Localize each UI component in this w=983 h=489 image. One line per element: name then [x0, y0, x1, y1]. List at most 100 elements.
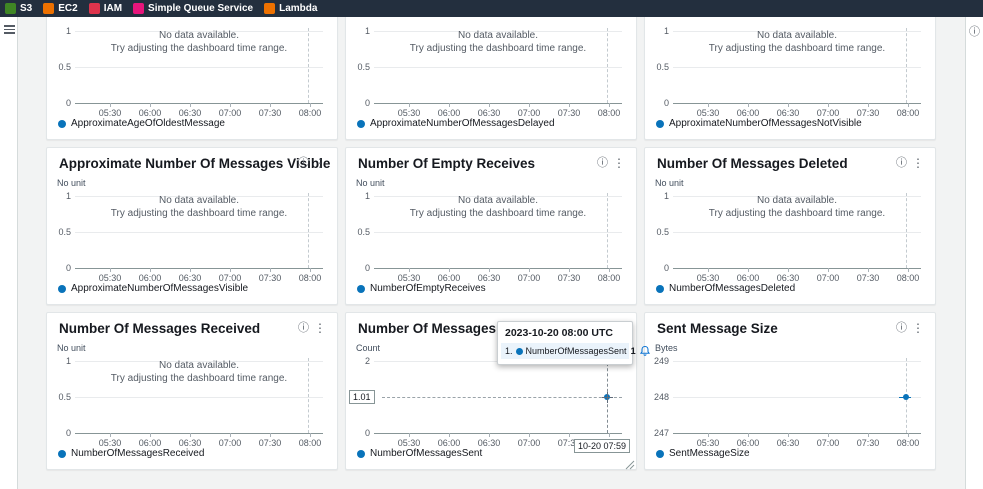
x-tick-label: 07:00	[512, 103, 546, 118]
legend[interactable]: SentMessageSize	[656, 448, 750, 459]
x-tick-label: 08:00	[293, 268, 327, 283]
current-time-line	[906, 28, 907, 103]
kebab-menu-icon[interactable]: ⋮	[613, 156, 625, 170]
axis-unit-label: No unit	[57, 343, 86, 353]
y-tick-label: 0	[364, 263, 370, 273]
x-tick-label: 06:30	[771, 268, 805, 283]
chart-title: Number Of Empty Receives	[358, 156, 536, 171]
x-tick-label: 06:00	[731, 433, 765, 448]
kebab-menu-icon[interactable]: ⋮	[314, 321, 326, 335]
tooltip-metric-row[interactable]: 1. NumberOfMessagesSent 1	[501, 343, 650, 359]
gridline	[75, 31, 323, 32]
y-tick-label: 1	[663, 26, 669, 36]
favorite-s3[interactable]: S3	[5, 3, 32, 14]
x-tick-label: 05:30	[392, 268, 426, 283]
x-tick-label: 06:30	[771, 433, 805, 448]
menu-icon[interactable]	[4, 25, 15, 34]
no-data-message: No data available. Try adjusting the das…	[110, 195, 288, 219]
info-icon[interactable]: ⓘ	[298, 157, 309, 169]
chart-card: ⓘ ⋮ 1 0.5 0 05:30 06:00 06:30 07:00 07:3…	[46, 17, 338, 140]
chart-card: ⓘ ⋮ 1 0.5 0 05:30 06:00 06:30 07:00 07:3…	[644, 17, 936, 140]
y-tick-label: 1	[663, 191, 669, 201]
x-tick-label: 08:00	[293, 103, 327, 118]
alarm-bell-icon[interactable]	[639, 345, 651, 357]
tooltip-timestamp: 2023-10-20 08:00 UTC	[505, 327, 613, 339]
x-tick-label: 05:30	[691, 268, 725, 283]
x-tick-label: 07:00	[213, 433, 247, 448]
legend[interactable]: ApproximateNumberOfMessagesDelayed	[357, 118, 555, 129]
legend-color-dot	[58, 284, 66, 293]
gridline	[673, 397, 921, 398]
x-axis-line	[374, 433, 622, 434]
legend[interactable]: ApproximateNumberOfMessagesNotVisible	[656, 118, 862, 129]
legend-color-dot	[656, 284, 664, 293]
x-tick-label: 07:30	[552, 433, 586, 448]
x-tick-label: 06:30	[771, 103, 805, 118]
s3-icon	[5, 3, 16, 14]
info-icon[interactable]: ⓘ	[298, 322, 309, 334]
x-tick-label: 06:30	[173, 433, 207, 448]
gridline	[374, 232, 622, 233]
x-tick-label: 07:30	[552, 103, 586, 118]
favorite-ec2[interactable]: EC2	[43, 3, 78, 14]
x-tick-label: 07:30	[851, 433, 885, 448]
x-axis-line	[673, 433, 921, 434]
x-tick-label: 06:00	[133, 103, 167, 118]
lambda-icon	[264, 3, 276, 14]
legend[interactable]: NumberOfMessagesSent	[357, 448, 482, 459]
x-axis-line	[673, 103, 921, 104]
data-point[interactable]	[903, 394, 909, 400]
chart-title: Number Of Messages Sent	[358, 321, 530, 336]
x-tick-label: 08:00	[592, 103, 626, 118]
y-tick-label: 249	[653, 356, 669, 366]
axis-unit-label: No unit	[356, 178, 385, 188]
legend[interactable]: ApproximateNumberOfMessagesVisible	[58, 283, 248, 294]
legend[interactable]: NumberOfMessagesDeleted	[656, 283, 795, 294]
x-tick-label: 06:30	[472, 268, 506, 283]
legend[interactable]: ApproximateAgeOfOldestMessage	[58, 118, 225, 129]
current-time-line	[906, 193, 907, 268]
y-tick-label: 1	[364, 26, 370, 36]
y-tick-label: 0.5	[58, 392, 71, 402]
y-tick-label: 2	[364, 356, 370, 366]
no-data-message: No data available. Try adjusting the das…	[409, 195, 587, 219]
info-icon[interactable]: ⓘ	[896, 157, 907, 169]
x-tick-label: 06:00	[432, 433, 466, 448]
legend-color-dot	[58, 119, 66, 128]
current-time-line	[607, 28, 608, 103]
y-tick-label: 0	[663, 263, 669, 273]
favorite-sqs[interactable]: Simple Queue Service	[133, 3, 253, 14]
axis-unit-label: Bytes	[655, 343, 678, 353]
gridline	[75, 361, 323, 362]
kebab-menu-icon[interactable]: ⋮	[912, 321, 924, 335]
x-tick-label: 07:00	[512, 433, 546, 448]
legend[interactable]: NumberOfEmptyReceives	[357, 283, 486, 294]
x-axis-line	[374, 103, 622, 104]
legend[interactable]: NumberOfMessagesReceived	[58, 448, 204, 459]
current-time-line	[308, 358, 309, 433]
info-icon[interactable]: ⓘ	[896, 322, 907, 334]
info-icon[interactable]: ⓘ	[597, 157, 608, 169]
resize-handle[interactable]	[624, 457, 635, 470]
chart-title: Sent Message Size	[657, 321, 778, 336]
iam-icon	[88, 3, 100, 14]
y-tick-label: 1	[65, 26, 71, 36]
x-tick-label: 06:00	[432, 268, 466, 283]
kebab-menu-icon[interactable]: ⋮	[912, 156, 924, 170]
legend-color-dot	[357, 284, 365, 293]
gridline	[673, 67, 921, 68]
chart-tooltip: 2023-10-20 08:00 UTC 1. NumberOfMessages…	[497, 321, 650, 365]
x-tick-label: 07:00	[512, 268, 546, 283]
y-tick-label: 1	[364, 191, 370, 201]
x-tick-label: 05:30	[93, 268, 127, 283]
info-icon[interactable]: ⓘ	[969, 26, 980, 38]
x-axis-line	[75, 433, 323, 434]
kebab-menu-icon[interactable]: ⋮	[314, 156, 326, 170]
y-tick-label: 248	[653, 392, 669, 402]
x-tick-label: 06:00	[432, 103, 466, 118]
x-tick-label: 05:30	[392, 433, 426, 448]
favorite-lambda[interactable]: Lambda	[264, 3, 317, 14]
favorite-iam[interactable]: IAM	[88, 3, 122, 14]
legend-color-dot	[357, 449, 365, 458]
y-tick-label: 1	[65, 356, 71, 366]
